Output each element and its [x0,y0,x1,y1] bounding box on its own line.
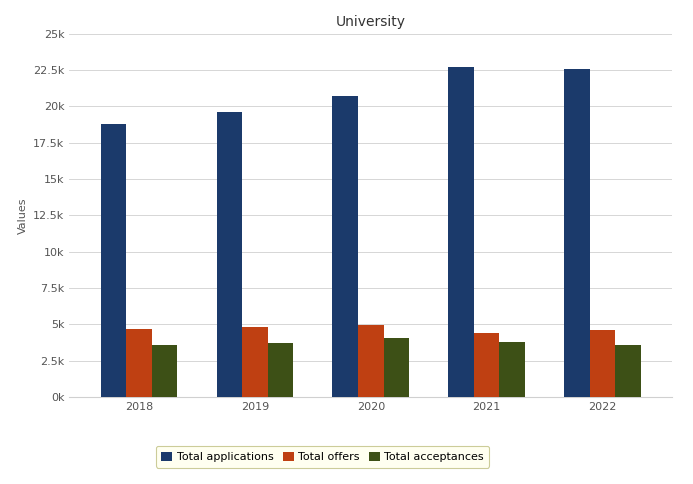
Bar [564,69,590,397]
Bar [615,345,641,397]
Bar [590,330,615,397]
Bar [242,327,267,397]
Y-axis label: Values: Values [17,197,28,234]
Bar [474,333,500,397]
Bar [100,124,126,397]
Bar [383,338,409,397]
Bar [448,67,474,397]
Bar [358,325,383,397]
Bar [500,343,525,397]
Bar [152,345,177,397]
Title: University: University [335,15,406,29]
Bar [216,112,242,397]
Bar [333,96,358,397]
Legend: Total applications, Total offers, Total acceptances: Total applications, Total offers, Total … [156,446,489,468]
Bar [126,329,152,397]
Bar [267,343,293,397]
